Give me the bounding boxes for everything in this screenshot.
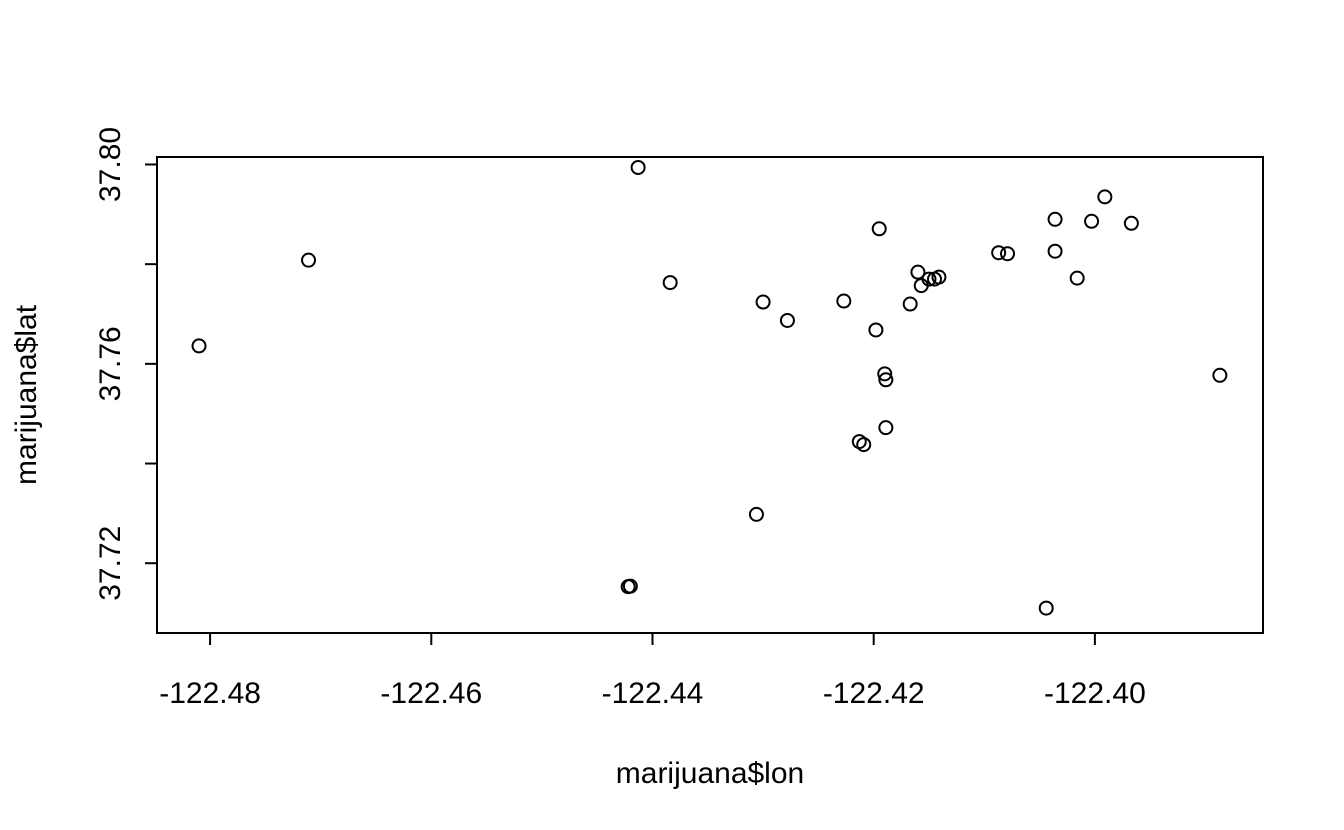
data-point [878,420,894,436]
data-point [1212,367,1228,383]
data-point [931,269,947,285]
x-tick-label: -122.44 [602,677,704,710]
data-point [868,322,884,338]
data-point [191,338,207,354]
data-point [871,221,887,237]
data-point [1097,189,1113,205]
data-point [662,275,678,291]
data-point [622,578,638,594]
x-tick-label: -122.46 [380,677,482,710]
data-point [902,296,918,312]
y-axis-label: marijuana$lat [10,304,43,485]
data-point [748,506,764,522]
data-point [836,293,852,309]
x-tick-label: -122.40 [1044,677,1146,710]
data-point [991,245,1007,261]
data-point [1069,270,1085,286]
data-points [191,159,1228,616]
x-tick-label: -122.42 [823,677,925,710]
y-axis: 37.72 37.76 37.80 [94,127,158,601]
data-point [630,159,646,175]
data-point [1047,243,1063,259]
data-point [910,264,926,280]
x-axis: -122.48 -122.46 -122.44 -122.42 -122.40 [159,632,1146,710]
data-point [755,294,771,310]
data-point [779,312,795,328]
data-point [1084,213,1100,229]
y-tick-label: 37.80 [94,127,127,202]
x-axis-label: marijuana$lon [616,757,804,790]
data-point [1047,211,1063,227]
x-tick-label: -122.48 [159,677,261,710]
data-point [877,366,893,382]
y-tick-label: 37.72 [94,526,127,601]
data-point [1000,246,1016,262]
data-point [301,252,317,268]
data-point [921,271,937,287]
data-point [851,434,867,450]
plot-frame [156,156,1264,634]
y-tick-label: 37.76 [94,326,127,401]
data-point [1038,600,1054,616]
data-point [856,437,872,453]
data-point [878,372,894,388]
data-point [1123,215,1139,231]
